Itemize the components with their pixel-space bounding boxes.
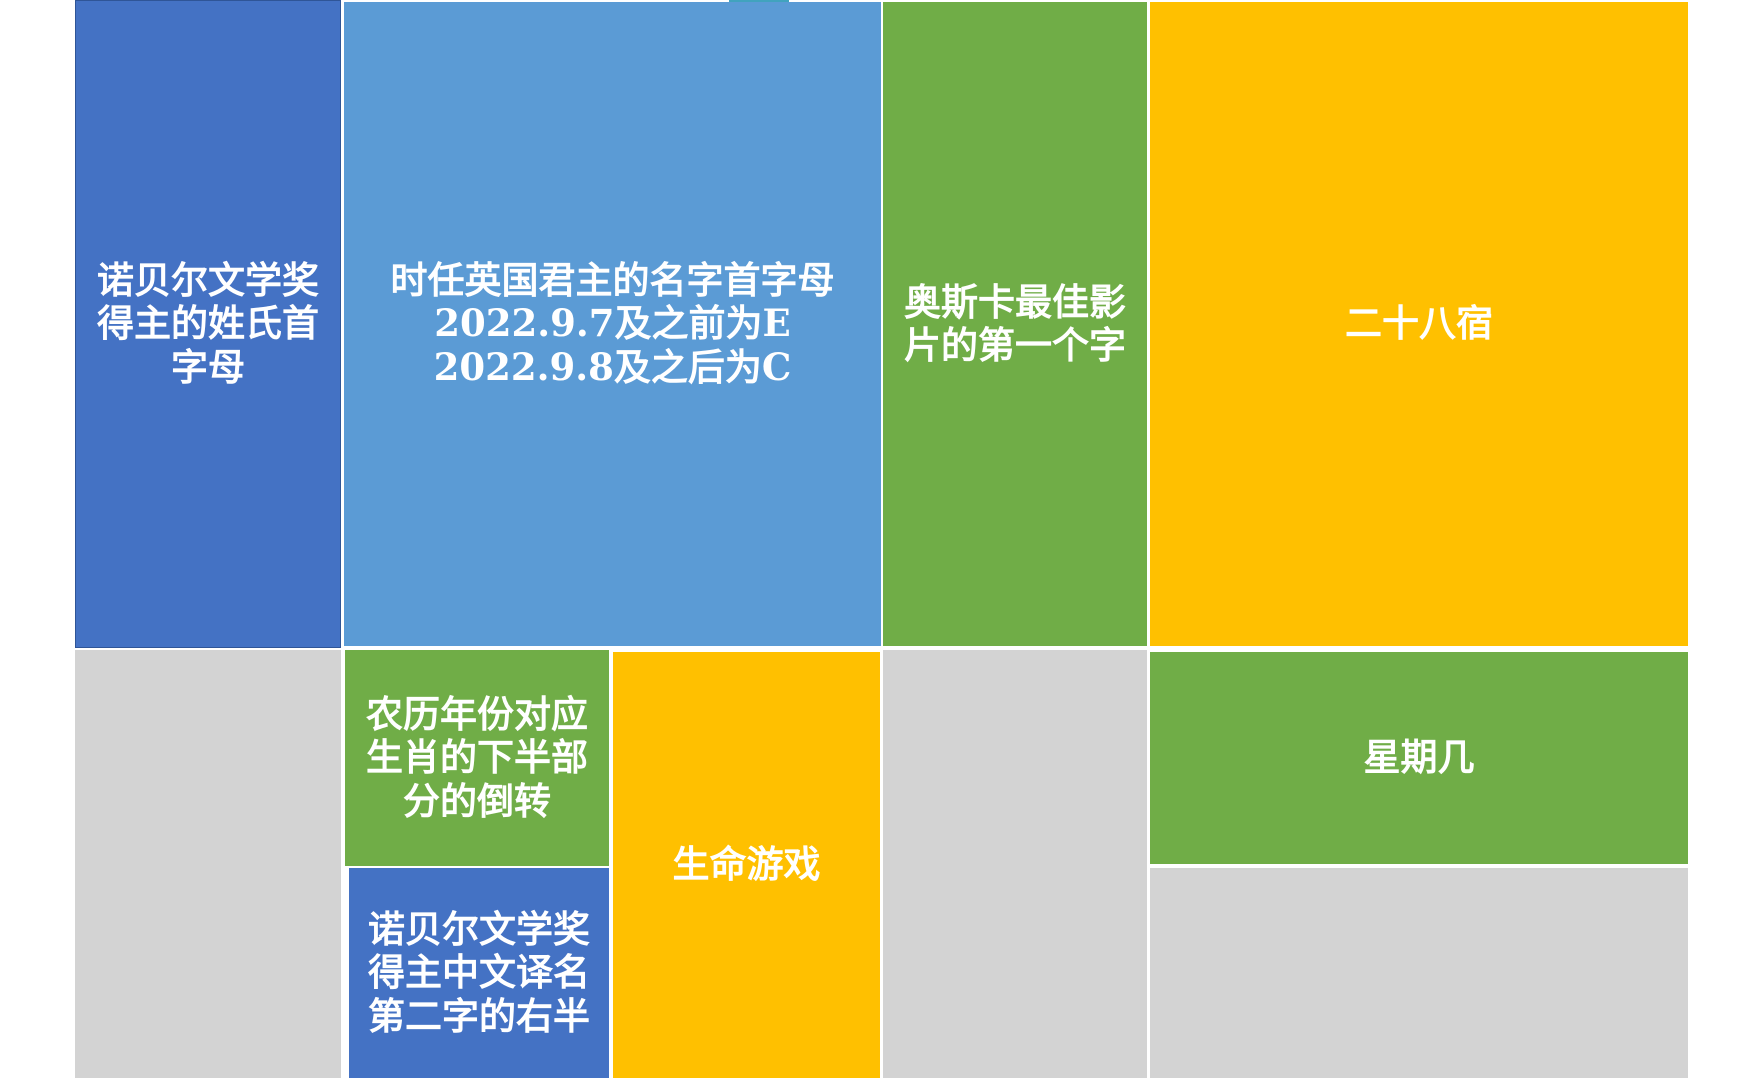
cell-zodiac-flip: 农历年份对应 生肖的下半部 分的倒转 [345, 650, 609, 866]
cell-lunar-mansions-label: 二十八宿 [1345, 301, 1493, 346]
cell-game-of-life-label: 生命游戏 [672, 842, 821, 887]
cell-nobel-initial-label: 诺贝尔文学奖 得主的姓氏首 字母 [97, 258, 319, 389]
top-accent-bar [729, 0, 789, 2]
cell-gray-left [75, 650, 341, 1078]
cell-nobel-initial: 诺贝尔文学奖 得主的姓氏首 字母 [75, 0, 341, 648]
cell-weekday: 星期几 [1150, 652, 1688, 864]
cell-monarch-initial-label: 时任英国君主的名字首字母 2022.9.7及之前为E 2022.9.8及之后为C [390, 258, 835, 389]
cell-weekday-label: 星期几 [1363, 735, 1475, 780]
cell-gray-right [1150, 868, 1688, 1078]
cell-oscar-first-char: 奥斯卡最佳影 片的第一个字 [883, 2, 1147, 646]
cell-oscar-first-char-label: 奥斯卡最佳影 片的第一个字 [904, 279, 1126, 367]
cell-game-of-life: 生命游戏 [613, 652, 880, 1078]
cell-zodiac-flip-label: 农历年份对应 生肖的下半部 分的倒转 [366, 692, 588, 823]
cell-lunar-mansions: 二十八宿 [1150, 2, 1688, 646]
cell-nobel-chinese-name: 诺贝尔文学奖 得主中文译名 第二字的右半 [349, 868, 609, 1078]
cell-monarch-initial: 时任英国君主的名字首字母 2022.9.7及之前为E 2022.9.8及之后为C [344, 2, 881, 646]
cell-gray-middle [883, 650, 1147, 1078]
cell-nobel-chinese-name-label: 诺贝尔文学奖 得主中文译名 第二字的右半 [368, 907, 590, 1038]
